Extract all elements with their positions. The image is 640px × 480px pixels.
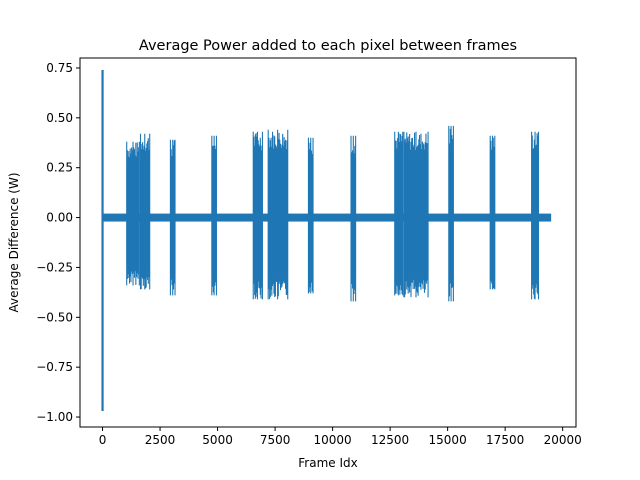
x-tick-label: 0 (99, 433, 107, 447)
y-tick-label: 0.00 (46, 211, 73, 225)
series-layer (101, 69, 552, 412)
chart-title: Average Power added to each pixel betwee… (139, 38, 517, 54)
series-burst (531, 131, 540, 300)
plot-background (80, 58, 576, 427)
series-burst (350, 135, 357, 302)
series-baseline-band (102, 213, 552, 222)
y-tick-label: −0.50 (36, 310, 73, 324)
x-tick-label: 2500 (145, 433, 176, 447)
y-tick-label: −1.00 (36, 410, 73, 424)
y-tick-label: −0.75 (36, 360, 73, 374)
y-tick-label: 0.25 (46, 161, 73, 175)
series-burst (394, 131, 404, 296)
series-burst (252, 131, 263, 300)
y-tick-label: 0.50 (46, 111, 73, 125)
series-burst (126, 141, 140, 286)
series-burst (267, 129, 289, 300)
y-tick-label: −0.25 (36, 260, 73, 274)
x-tick-label: 10000 (314, 433, 352, 447)
x-tick-label: 7500 (260, 433, 291, 447)
y-axis-ticks: 0.75 0.50 0.25 0.00 −0.25 −0.50 −0.75 −1.00 (36, 61, 80, 424)
x-tick-label: 12500 (371, 433, 409, 447)
x-tick-label: 17500 (486, 433, 524, 447)
series-burst (169, 139, 176, 296)
series-burst (448, 125, 454, 302)
series-burst (211, 135, 217, 296)
x-axis-ticks: 0 2500 5000 7500 10000 12500 15000 17500 20000 (99, 427, 582, 447)
x-axis-label: Frame Idx (298, 456, 357, 470)
y-axis-label: Average Difference (W) (7, 173, 21, 313)
plot-area (79, 57, 577, 428)
x-tick-label: 20000 (544, 433, 582, 447)
x-tick-label: 15000 (429, 433, 467, 447)
series-burst (307, 137, 314, 294)
series-burst (139, 133, 151, 290)
series-burst (403, 131, 429, 298)
y-tick-label: 0.75 (46, 61, 73, 75)
x-tick-label: 5000 (202, 433, 233, 447)
series-burst (489, 135, 496, 290)
plot-frame (79, 57, 577, 428)
